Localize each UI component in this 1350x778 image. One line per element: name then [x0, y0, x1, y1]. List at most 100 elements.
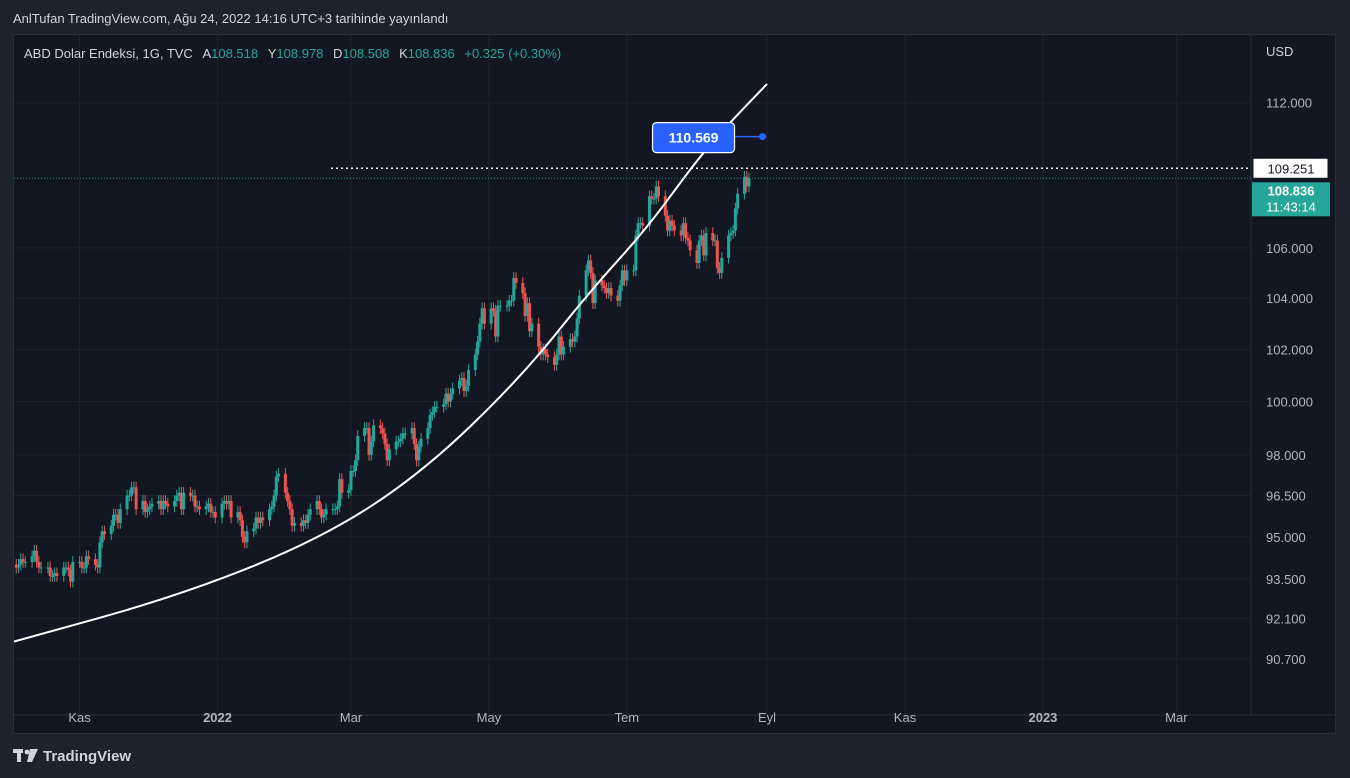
candle-body — [666, 215, 670, 231]
candle-body — [64, 567, 68, 569]
candle-body — [177, 492, 181, 496]
candle-body — [729, 233, 733, 236]
candle-body — [636, 223, 640, 236]
y-tick-label: 106.000 — [1266, 241, 1313, 256]
candle-body — [638, 223, 642, 225]
candle-body — [141, 500, 145, 510]
candle-body — [546, 354, 550, 358]
candle-body — [206, 503, 210, 507]
candle-body — [372, 425, 376, 442]
candle-body — [510, 300, 514, 302]
candle-body — [537, 323, 541, 347]
candle-body — [48, 567, 52, 576]
candle-body — [625, 270, 629, 281]
candle-body — [132, 487, 136, 489]
candle-body — [641, 223, 645, 226]
candle-body — [385, 444, 389, 461]
candle-body — [618, 285, 622, 301]
candle-body — [69, 570, 73, 582]
y-tick-label: 104.000 — [1266, 291, 1313, 306]
close-label: K — [399, 46, 408, 61]
candle-body — [410, 428, 414, 434]
candle-body — [21, 559, 25, 562]
candle-body — [586, 260, 590, 271]
candle-body — [179, 492, 183, 510]
candle-body — [274, 476, 278, 496]
candle-body — [473, 354, 477, 371]
candle-body — [568, 339, 572, 347]
candle-body — [489, 308, 493, 324]
candle-body — [652, 198, 656, 200]
candle-body — [663, 196, 667, 216]
candle-body — [229, 500, 233, 518]
candle-body — [415, 444, 419, 461]
candle-body — [417, 446, 421, 461]
candle-body — [304, 520, 308, 523]
y-tick-label: 95.000 — [1266, 530, 1306, 545]
candle-body — [245, 531, 249, 543]
candle-body — [367, 428, 371, 455]
candle-body — [442, 404, 446, 407]
candle-body — [460, 377, 464, 381]
candle-body — [512, 277, 516, 301]
candle-body — [150, 503, 154, 507]
candle-body — [182, 492, 186, 510]
candle-body — [573, 336, 577, 342]
open-label: A — [202, 46, 212, 61]
candle-body — [607, 288, 611, 294]
candle-body — [467, 370, 471, 386]
candle-body — [593, 280, 597, 304]
candle-body — [80, 561, 84, 568]
candle-body — [514, 277, 518, 283]
callout-box — [651, 122, 736, 154]
y-tick-label: 100.000 — [1266, 395, 1313, 410]
candle-body — [458, 380, 462, 389]
candle-body — [320, 509, 324, 518]
x-tick-label: 2023 — [1028, 710, 1057, 725]
candle-body — [480, 308, 484, 324]
candle-body — [130, 487, 134, 496]
candle-body — [270, 506, 274, 510]
candle-body — [482, 308, 486, 324]
candle-body — [14, 564, 18, 568]
candle-body — [718, 267, 722, 273]
candle-body — [220, 503, 224, 518]
candle-body — [604, 288, 608, 294]
candle-body — [620, 270, 624, 286]
publish-info: AnlTufan TradingView.com, Ağu 24, 2022 1… — [13, 11, 449, 26]
candle-body — [98, 542, 102, 568]
candle-body — [338, 479, 342, 507]
price-chart[interactable]: 112.000 106.000 104.000 102.000 100.000 98.00… — [14, 35, 1336, 734]
candle-body — [745, 176, 749, 187]
low-value: 108.508 — [342, 46, 390, 61]
close-value: 108.836 — [407, 46, 455, 61]
candle-body — [562, 346, 566, 355]
horizontal-level-value: 109.251 — [1268, 161, 1315, 176]
candle-body — [672, 225, 676, 231]
candle-body — [145, 509, 149, 512]
candle-body — [525, 303, 529, 316]
candle-body — [66, 567, 70, 571]
candle-body — [523, 293, 527, 316]
candle-body — [238, 511, 242, 521]
candle-body — [32, 550, 36, 557]
candle-body — [715, 240, 719, 268]
x-tick-label: Eyl — [758, 710, 776, 725]
candle-body — [340, 479, 344, 493]
candle-body — [188, 492, 192, 496]
candle-body — [333, 509, 337, 511]
brand-name: TradingView — [43, 747, 132, 765]
candle-body — [727, 235, 731, 258]
candle-body — [35, 550, 39, 562]
chart-pane[interactable]: 112.000 106.000 104.000 102.000 100.000 98.00… — [13, 34, 1336, 734]
candle-body — [543, 349, 547, 355]
candle-body — [78, 561, 82, 563]
candle-body — [670, 220, 674, 226]
candle-body — [175, 495, 179, 501]
candle-body — [589, 260, 593, 273]
candle-body — [448, 393, 452, 402]
footer-brand[interactable]: TradingView — [13, 746, 131, 766]
last-price-value: 108.836 — [1268, 183, 1315, 198]
candle-body — [713, 240, 717, 242]
candle-body — [116, 514, 120, 523]
